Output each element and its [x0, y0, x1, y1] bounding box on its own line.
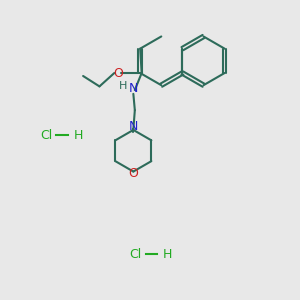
Text: N: N	[129, 82, 138, 95]
Text: Cl: Cl	[129, 248, 141, 260]
Text: H: H	[74, 129, 83, 142]
Text: Cl: Cl	[40, 129, 52, 142]
Text: H: H	[163, 248, 172, 260]
Text: H: H	[119, 81, 127, 91]
Text: O: O	[128, 167, 138, 179]
Text: N: N	[129, 121, 138, 134]
Text: O: O	[113, 67, 123, 80]
